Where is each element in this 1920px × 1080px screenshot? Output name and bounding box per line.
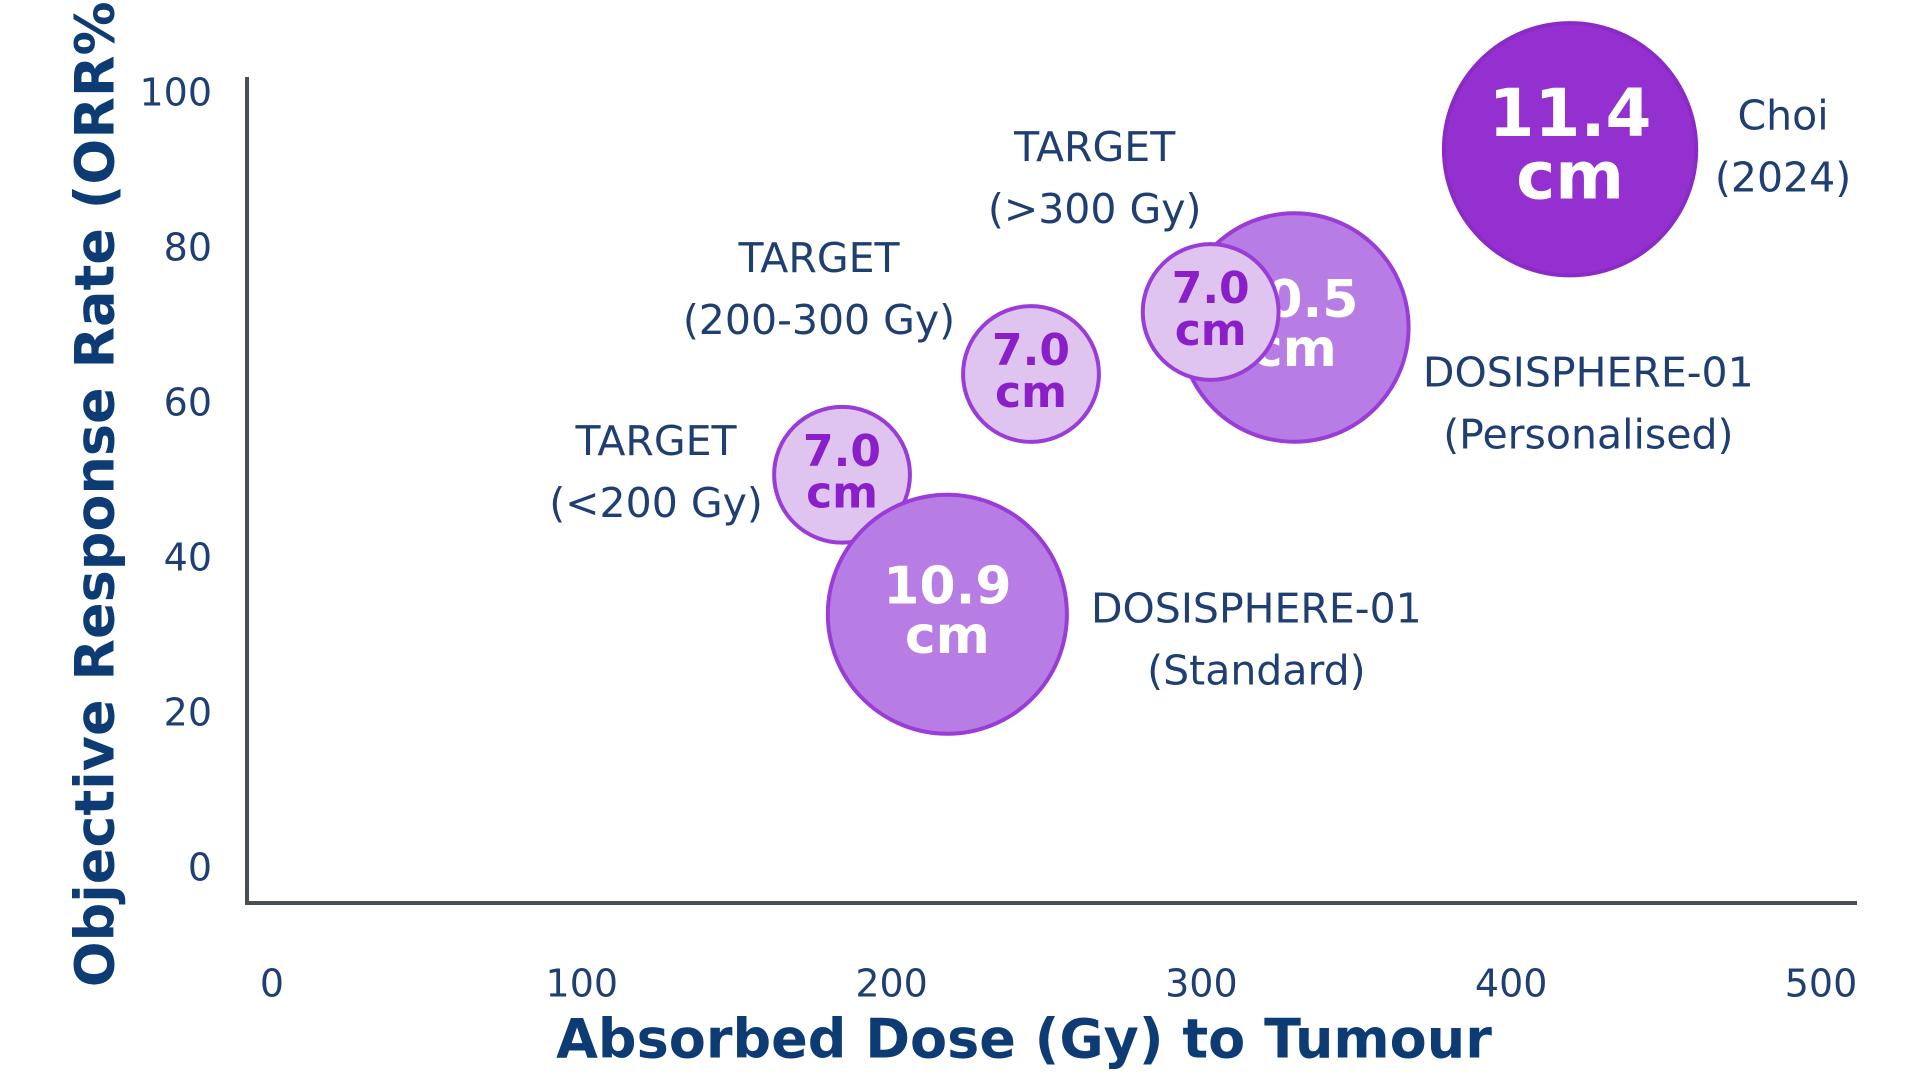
y-tick-label: 0 bbox=[188, 846, 212, 890]
bubble-value-label: 10.9 cm bbox=[883, 557, 1011, 666]
bubble bbox=[1140, 242, 1281, 382]
x-tick-label: 200 bbox=[855, 962, 928, 1006]
bubble-annotation: TARGET bbox=[1013, 123, 1176, 171]
bubble bbox=[1441, 21, 1699, 278]
bubble-annotation: DOSISPHERE-01 bbox=[1091, 584, 1422, 632]
x-tick-label: 500 bbox=[1785, 962, 1858, 1006]
bubble-annotation: TARGET bbox=[737, 234, 900, 282]
bubble-value-label: 7.0 cm bbox=[992, 325, 1070, 418]
bubble-annotation: DOSISPHERE-01 bbox=[1423, 349, 1754, 397]
bubble bbox=[772, 404, 912, 545]
bubble-annotation: (Personalised) bbox=[1443, 411, 1733, 459]
bubble-annotation: (>300 Gy) bbox=[988, 185, 1202, 233]
y-tick-label: 40 bbox=[164, 536, 212, 580]
y-tick-label: 20 bbox=[164, 691, 212, 735]
bubble-value-label: 7.0 cm bbox=[803, 426, 881, 519]
bubble-annotation: Choi bbox=[1738, 91, 1829, 139]
x-tick-label: 0 bbox=[260, 962, 284, 1006]
bubble-value-label: 11.4 cm bbox=[1489, 75, 1652, 215]
bubble-annotation: (2024) bbox=[1715, 153, 1851, 201]
bubble-annotation: (Standard) bbox=[1147, 646, 1366, 694]
y-tick-label: 60 bbox=[164, 381, 212, 425]
bubble-annotation: (200-300 Gy) bbox=[683, 296, 955, 344]
bubble-value-label: 7.0 cm bbox=[1172, 263, 1250, 356]
x-tick-label: 400 bbox=[1475, 962, 1548, 1006]
bubble bbox=[825, 492, 1069, 736]
bubble-annotation: (<200 Gy) bbox=[549, 479, 763, 527]
y-axis-title: Objective Response Rate (ORR%) bbox=[64, 0, 127, 987]
x-axis-title: Absorbed Dose (Gy) to Tumour bbox=[556, 1008, 1492, 1071]
y-tick-label: 80 bbox=[164, 226, 212, 270]
y-tick-label: 100 bbox=[139, 71, 212, 115]
bubble-annotation: TARGET bbox=[574, 417, 737, 465]
x-tick-label: 100 bbox=[546, 962, 619, 1006]
x-tick-label: 300 bbox=[1165, 962, 1238, 1006]
bubble bbox=[961, 304, 1101, 444]
